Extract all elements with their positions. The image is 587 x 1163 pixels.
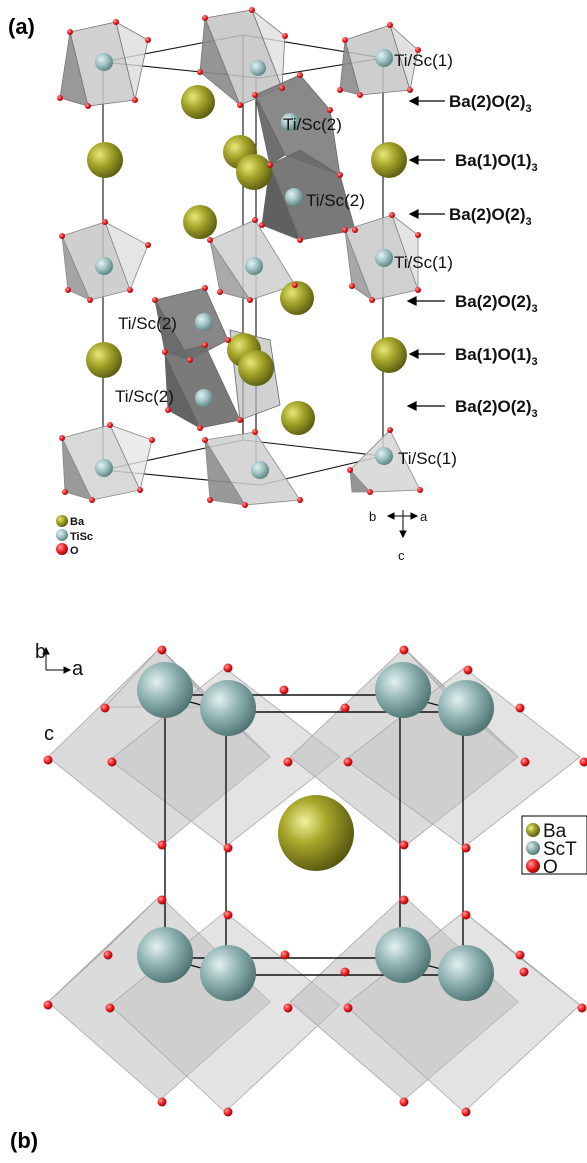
legend-o-label: O (70, 545, 79, 557)
layer-label-6: Ba(2)O(2)3 (455, 397, 538, 420)
panel-a-structure: Ti/Sc(1) Ti/Sc(2) Ti/Sc(2) Ti/Sc(1) Ti/S… (8, 7, 538, 563)
ba-atom-center (278, 795, 354, 871)
axis-a-label-a: a (420, 509, 428, 524)
layer-label-3: Ba(2)O(2)3 (449, 205, 532, 228)
axis-c-label-a: c (398, 548, 405, 563)
axis-c-label-b: c (44, 723, 54, 745)
label-tisc1-bottom: Ti/Sc(1) (398, 449, 457, 468)
legend-b-ba-swatch (526, 823, 540, 837)
site-labels: Ti/Sc(1) Ti/Sc(2) Ti/Sc(2) Ti/Sc(1) Ti/S… (115, 51, 457, 468)
ba-atoms (86, 85, 407, 435)
layer-label-2: Ba(1)O(1)3 (455, 151, 538, 174)
layer-label-5: Ba(1)O(1)3 (455, 345, 538, 368)
legend-b-o-label: O (543, 857, 558, 878)
legend-b-ba-label: Ba (543, 821, 567, 842)
label-tisc1-mid: Ti/Sc(1) (394, 253, 453, 272)
label-tisc2-left-upper: Ti/Sc(2) (118, 314, 177, 333)
octahedra-b (47, 647, 581, 1113)
legend-b: Ba ScT O (521, 815, 587, 878)
axes-indicator-a: b a c (369, 509, 428, 563)
oxygen-atoms (57, 7, 423, 508)
panel-b-letter: (b) (10, 1128, 39, 1153)
legend-ba-swatch (56, 515, 68, 527)
label-tisc2-left-lower: Ti/Sc(2) (115, 387, 174, 406)
legend-ba-label: Ba (70, 516, 85, 528)
panel-a-diagram: Ti/Sc(1) Ti/Sc(2) Ti/Sc(2) Ti/Sc(1) Ti/S… (56, 7, 538, 563)
layer-labels: Ba(2)O(2)3 Ba(1)O(1)3 Ba(2)O(2)3 Ba(2)O(… (449, 92, 538, 420)
label-tisc1-top: Ti/Sc(1) (394, 51, 453, 70)
layer-label-1: Ba(2)O(2)3 (449, 92, 532, 115)
legend-o-swatch (56, 543, 68, 555)
layer-arrows (406, 96, 445, 411)
tisc-atoms (95, 49, 393, 479)
legend-b-o-swatch (526, 859, 540, 873)
label-tisc2-upper: Ti/Sc(2) (283, 115, 342, 134)
panel-b-diagram: b a c Ba ScT O (35, 641, 587, 1117)
scti-atoms-b (137, 662, 494, 1001)
panel-a-letter: (a) (8, 14, 35, 39)
axis-a-label-b: a (72, 658, 84, 680)
oxygen-atoms-b (43, 645, 587, 1117)
axis-b-label-b: b (35, 641, 46, 663)
layer-label-4: Ba(2)O(2)3 (455, 292, 538, 315)
legend-a: Ba TiSc O (56, 515, 93, 557)
octahedra-bottom-layer (61, 424, 421, 506)
axis-b-label-a: b (369, 509, 376, 524)
legend-tisc-swatch (56, 529, 68, 541)
octahedra-dimer-upper (254, 74, 356, 241)
legend-tisc-label: TiSc (70, 531, 93, 543)
legend-b-scti-label: ScT (543, 839, 577, 860)
label-tisc2-upper-inner: Ti/Sc(2) (306, 191, 365, 210)
octahedra-middle-layer (61, 213, 419, 302)
axes-indicator-b: b a c (35, 641, 84, 745)
panel-b-structure: b a c Ba ScT O (b) (0, 590, 587, 1163)
octahedra-top-layer (59, 8, 419, 107)
legend-b-scti-swatch (526, 841, 540, 855)
